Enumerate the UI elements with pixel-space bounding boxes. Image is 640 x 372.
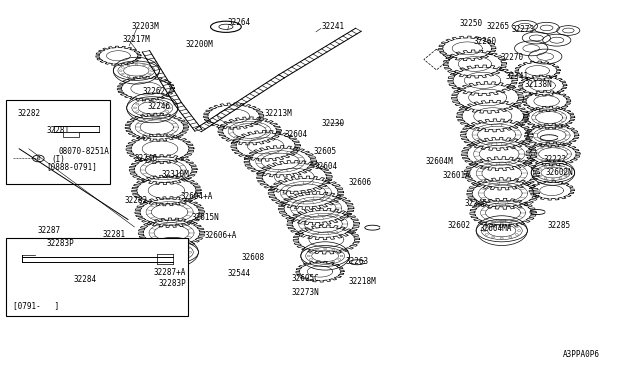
FancyBboxPatch shape	[6, 100, 110, 184]
Text: 32282: 32282	[18, 109, 41, 118]
Text: 32284: 32284	[74, 275, 97, 283]
Text: 32245: 32245	[465, 199, 488, 208]
Text: 32246: 32246	[147, 102, 170, 110]
Text: 32310M: 32310M	[162, 170, 189, 179]
Text: 32273N: 32273N	[291, 288, 319, 296]
Text: 32282: 32282	[125, 196, 148, 205]
Text: 32341: 32341	[506, 72, 529, 81]
Text: 32230: 32230	[321, 119, 344, 128]
Text: 32222: 32222	[544, 155, 567, 164]
Text: 32203M: 32203M	[131, 22, 159, 31]
Text: 32283P: 32283P	[46, 239, 74, 248]
Text: 08070-8251A: 08070-8251A	[59, 147, 109, 156]
Text: 32602: 32602	[448, 221, 471, 230]
Text: 32264: 32264	[228, 18, 251, 27]
Text: 32213M: 32213M	[264, 109, 292, 118]
Text: 32283P: 32283P	[159, 279, 186, 288]
Text: 32604+A: 32604+A	[180, 192, 213, 201]
Text: 32601A: 32601A	[443, 171, 470, 180]
Text: 32246: 32246	[134, 154, 157, 163]
Text: 32217M: 32217M	[123, 35, 150, 44]
Text: 32604: 32604	[315, 162, 338, 171]
Text: 32605C: 32605C	[291, 274, 319, 283]
Text: 32615N: 32615N	[192, 213, 220, 222]
Text: 32263: 32263	[346, 257, 369, 266]
Text: 32200M: 32200M	[186, 40, 213, 49]
Text: 32606+A: 32606+A	[205, 231, 237, 240]
Text: 32262: 32262	[142, 87, 165, 96]
Text: 32273: 32273	[512, 25, 535, 34]
Text: 32604: 32604	[285, 130, 308, 139]
Text: [0791-   ]: [0791- ]	[13, 301, 59, 310]
Text: 32287: 32287	[37, 226, 60, 235]
Text: A3PPA0P6: A3PPA0P6	[563, 350, 600, 359]
Text: 32604M: 32604M	[426, 157, 453, 166]
Text: 32281: 32281	[102, 230, 125, 239]
Text: 32250: 32250	[460, 19, 483, 28]
Text: 32608: 32608	[242, 253, 265, 262]
Text: 32138N: 32138N	[525, 80, 552, 89]
FancyBboxPatch shape	[63, 132, 79, 137]
Text: 32604MA: 32604MA	[480, 224, 513, 233]
Text: 32285: 32285	[547, 221, 570, 230]
Text: 32265: 32265	[486, 22, 509, 31]
Text: 32287+A: 32287+A	[154, 268, 186, 277]
Text: 32605: 32605	[314, 147, 337, 155]
Text: 32218M: 32218M	[349, 277, 376, 286]
Text: 32606: 32606	[349, 178, 372, 187]
Text: 32602N: 32602N	[545, 169, 573, 177]
Text: (I): (I)	[51, 155, 65, 164]
Text: 32260: 32260	[474, 37, 497, 46]
Text: 32544: 32544	[227, 269, 250, 278]
Text: [0888-0791]: [0888-0791]	[46, 162, 97, 171]
Text: B: B	[36, 156, 40, 161]
FancyBboxPatch shape	[6, 238, 188, 316]
Text: 32241: 32241	[322, 22, 345, 31]
Text: 32270: 32270	[500, 53, 524, 62]
Text: 32281: 32281	[46, 126, 69, 135]
